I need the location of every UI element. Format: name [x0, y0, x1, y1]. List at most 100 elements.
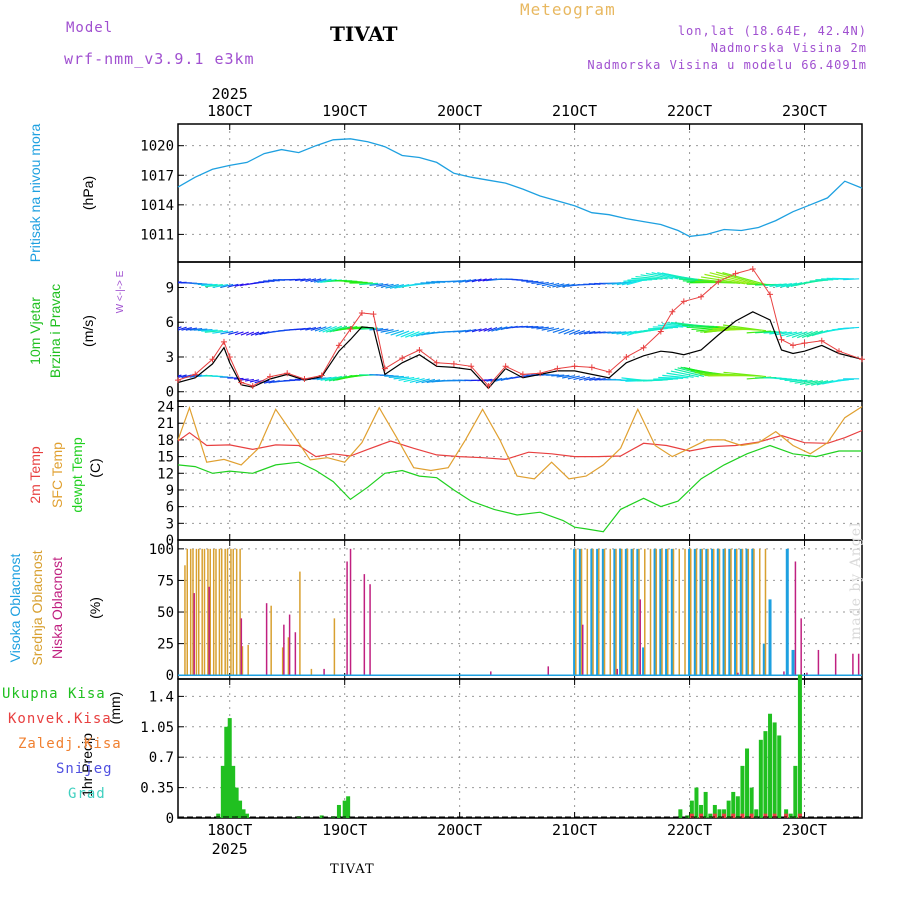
wind-barb: [385, 283, 399, 289]
ytick-label: 12: [157, 466, 174, 482]
wind-barb: [616, 331, 632, 335]
wind-barb: [616, 281, 632, 286]
ytick-label: 3: [166, 516, 174, 532]
gust-marker: [450, 360, 457, 367]
wind-barb: [686, 326, 720, 329]
gust-marker: [209, 356, 216, 363]
wind-barb: [568, 329, 580, 335]
wind-barb: [797, 331, 813, 339]
wind-barb: [816, 379, 834, 386]
wind-barb: [178, 326, 182, 329]
wind-barb: [314, 326, 327, 332]
wind-barb: [589, 377, 601, 381]
gust-marker: [318, 372, 325, 379]
rain-bar: [231, 765, 236, 818]
panel-frame-5: [177, 678, 863, 819]
rain-bar: [238, 800, 243, 818]
pressure-line: [177, 138, 863, 238]
coords-label: lon,lat (18.64E, 42.4N): [677, 24, 867, 38]
ytick-label: 0.35: [140, 781, 174, 797]
gust-marker: [537, 370, 544, 377]
wind-barb: [769, 283, 787, 288]
wind-barb: [375, 328, 389, 332]
gust-marker: [859, 356, 865, 363]
wind-barb: [294, 278, 306, 282]
wind-barb: [452, 279, 467, 283]
conv-rain-bar: [731, 813, 736, 818]
gust-marker: [519, 371, 526, 378]
wind-barb: [246, 331, 255, 336]
ytick-label: 18: [157, 433, 174, 449]
wind-barb: [763, 283, 782, 287]
wind-barb: [541, 282, 555, 287]
wind-barb: [359, 282, 379, 286]
wind-barb: [611, 331, 627, 335]
ytick-label: 1020: [140, 139, 174, 155]
wind-barb: [536, 281, 549, 286]
rain-bar: [703, 791, 708, 818]
gust-marker: [836, 348, 843, 355]
wind-barb: [178, 374, 182, 377]
wind-barb: [552, 283, 565, 288]
wind-barb: [421, 378, 436, 384]
wind-barb: [626, 280, 643, 286]
legend-snijeg: Snijeg: [56, 761, 113, 777]
model-label: Model: [66, 20, 114, 36]
gust-marker: [732, 270, 739, 277]
ytick-label: 9: [166, 280, 174, 296]
wind-barb: [531, 281, 544, 284]
gust-marker: [657, 328, 664, 335]
wind-barb: [635, 275, 663, 280]
wind-barb: [674, 368, 705, 377]
gust-marker: [588, 364, 595, 371]
rain-bar: [772, 722, 777, 818]
wind-barb: [317, 278, 332, 284]
wind-barb: [410, 331, 425, 338]
ytick-label: 1014: [140, 198, 174, 214]
wind-barb: [228, 331, 239, 335]
t2m-line: [177, 429, 863, 461]
station-title: TIVAT: [330, 22, 398, 46]
rain-bar: [735, 796, 740, 818]
bottom-axis-19OCT: 19OCT: [322, 821, 367, 839]
wind-barbs: [178, 271, 860, 386]
rain-bar: [699, 804, 704, 818]
rain-bar: [689, 800, 694, 818]
legend-ukupna-kisa: Ukupna Kisa: [2, 686, 106, 702]
wind-barb: [786, 331, 803, 338]
ytick-label: 6: [166, 500, 174, 516]
wind-barb: [388, 375, 404, 379]
top-axis-23OCT: 23OCT: [782, 102, 827, 120]
ytick-label: 50: [157, 605, 174, 621]
wind-barb: [843, 278, 860, 281]
wind-barb: [193, 328, 208, 331]
wind-barb: [722, 271, 767, 286]
wind-barb: [178, 281, 182, 283]
rain-bar: [224, 726, 229, 818]
wind-barb: [359, 327, 379, 330]
wind-barb: [662, 323, 689, 328]
ytick-label: 1.05: [140, 720, 174, 736]
wind-barb: [666, 372, 694, 378]
wind-barb: [197, 328, 213, 332]
gust-marker: [416, 347, 423, 354]
wind-barb: [486, 378, 498, 382]
wind-barb: [562, 375, 575, 379]
ytick-label: 21: [157, 416, 174, 432]
panel-frame-3: [177, 400, 863, 541]
top-axis-22OCT: 22OCT: [667, 102, 712, 120]
ytick-label: 0.7: [149, 750, 174, 766]
gust-marker: [347, 326, 354, 333]
wind-barb: [700, 276, 746, 285]
wind-barb: [557, 283, 570, 288]
wind-barb: [313, 278, 327, 283]
wind-barb: [471, 328, 482, 333]
wind-barb: [376, 283, 389, 287]
wind-barb: [234, 331, 244, 336]
wind-barb: [458, 329, 472, 333]
wind-barb: [289, 278, 301, 281]
ytick-label: 25: [157, 637, 174, 653]
rain-bar: [319, 815, 324, 818]
wind-barb: [305, 326, 317, 331]
meteogram-title: Meteogram: [520, 0, 616, 19]
